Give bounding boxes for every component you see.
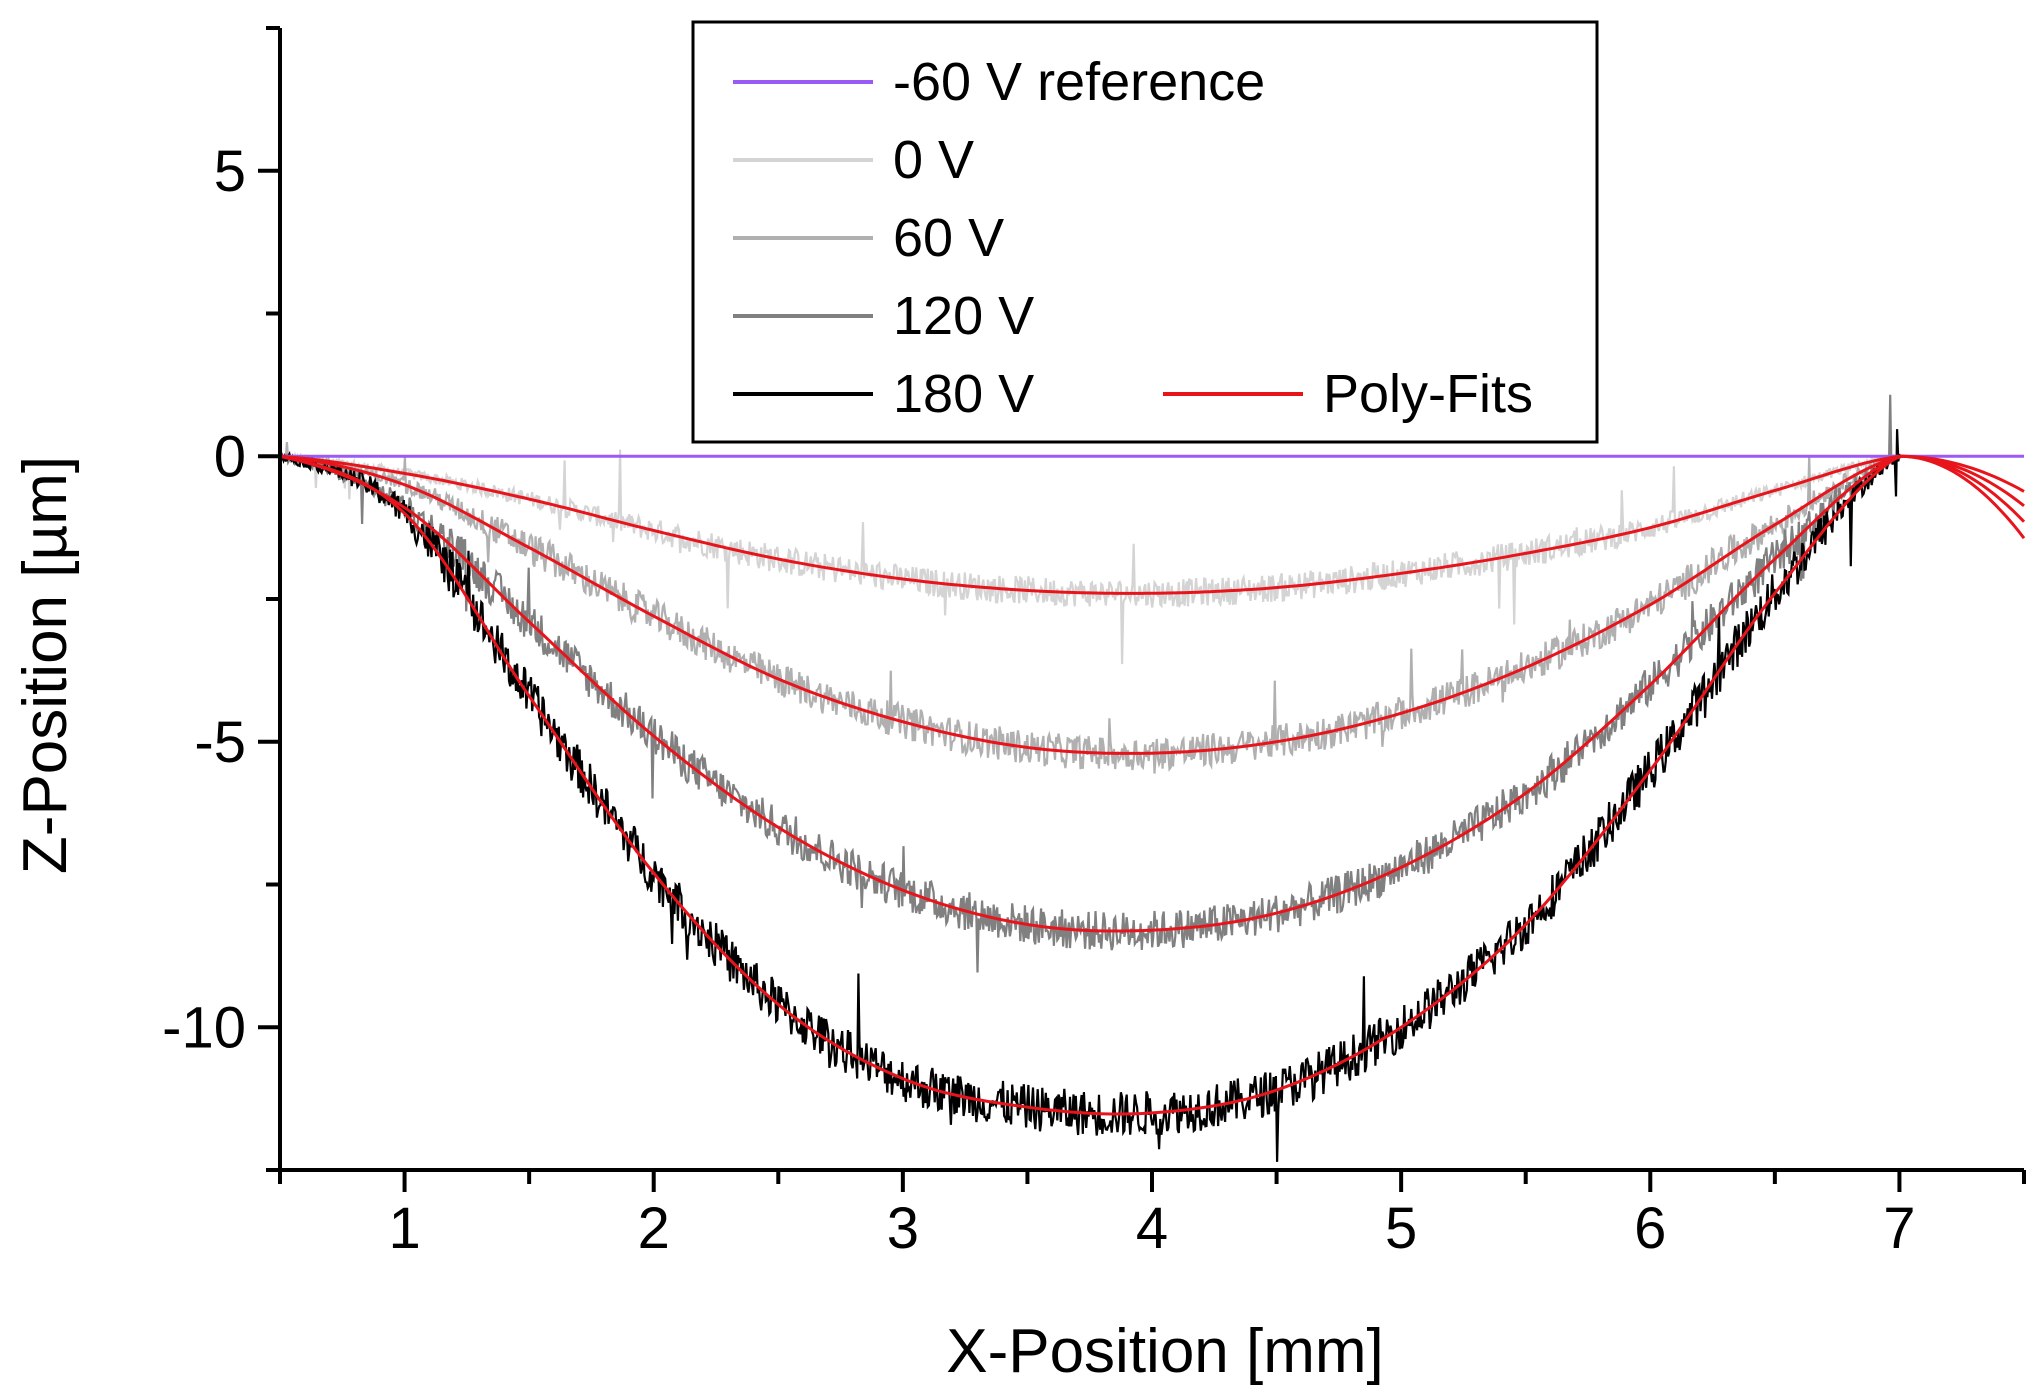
- x-tick-label: 4: [1136, 1196, 1168, 1261]
- x-tick-label: 5: [1385, 1196, 1417, 1261]
- x-ticks: 1 2 3 4 5 6 7: [278, 1170, 2026, 1261]
- polyfit-line-60v: [279, 454, 2025, 755]
- y-tick-label: -5: [194, 710, 246, 775]
- y-tick-label: 0: [214, 424, 246, 489]
- polyfit-line-0v: [279, 454, 2025, 595]
- plot-area: [278, 394, 2026, 1162]
- polyfit-line-180v: [279, 454, 2026, 1116]
- y-axis-title: Z-Position [µm]: [11, 456, 80, 874]
- x-tick-label: 1: [388, 1196, 420, 1261]
- x-axis-title: X-Position [mm]: [946, 1317, 1384, 1386]
- series-line-120v: [278, 394, 1900, 973]
- legend-label-reference: -60 V reference: [893, 52, 1265, 112]
- y-ticks: 5 0 -5 -10: [162, 26, 280, 1172]
- series-line-60v: [278, 442, 1901, 774]
- legend-label-polyfits: Poly-Fits: [1323, 364, 1533, 424]
- legend-label-0v: 0 V: [893, 130, 974, 190]
- legend: -60 V reference 0 V 60 V 120 V 180 V Pol…: [691, 20, 1599, 444]
- x-tick-label: 2: [638, 1196, 670, 1261]
- series-line-0v: [279, 449, 1901, 665]
- x-tick-label: 6: [1634, 1196, 1666, 1261]
- legend-box: [691, 20, 1599, 444]
- legend-label-120v: 120 V: [893, 286, 1034, 346]
- polyfit-line-120v: [279, 454, 2026, 933]
- y-tick-label: -10: [162, 995, 246, 1060]
- legend-label-180v: 180 V: [893, 364, 1034, 424]
- legend-label-60v: 60 V: [893, 208, 1004, 268]
- x-tick-label: 3: [887, 1196, 919, 1261]
- y-tick-label: 5: [214, 139, 246, 204]
- x-tick-label: 7: [1883, 1196, 1915, 1261]
